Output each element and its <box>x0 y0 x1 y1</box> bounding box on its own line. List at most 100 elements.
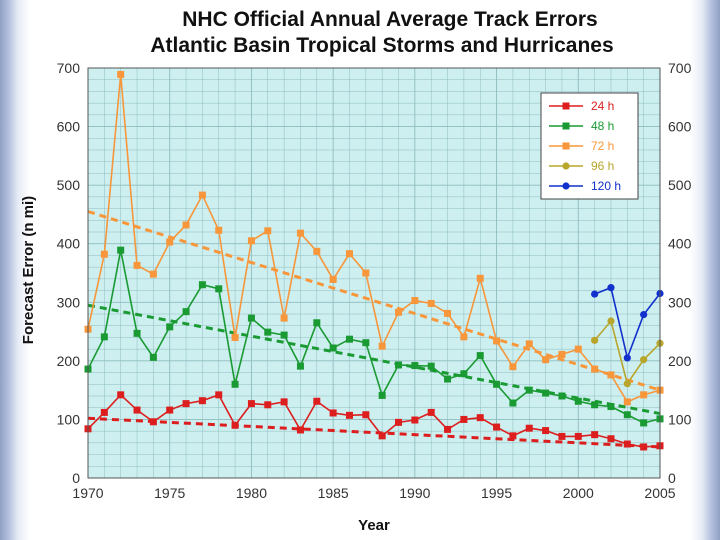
data-point <box>525 340 533 348</box>
data-point <box>607 403 615 411</box>
x-tick-label: 1985 <box>318 485 349 501</box>
data-point <box>591 431 599 439</box>
x-tick-label: 2005 <box>644 485 675 501</box>
data-point <box>558 392 566 400</box>
trendline <box>87 210 661 392</box>
data-point <box>329 409 337 417</box>
data-point <box>264 328 272 336</box>
data-point <box>198 397 206 405</box>
data-point <box>558 432 566 440</box>
data-point <box>607 284 615 292</box>
data-point <box>591 290 599 298</box>
data-point <box>231 333 239 341</box>
data-point <box>493 337 501 345</box>
data-point <box>117 70 125 78</box>
data-point <box>329 275 337 283</box>
data-point <box>149 418 157 426</box>
data-point <box>149 353 157 361</box>
data-point <box>542 356 550 364</box>
y-tick-label-left: 0 <box>72 470 80 486</box>
data-point <box>378 342 386 350</box>
legend: 24 h 48 h 72 h 96 h 120 h <box>540 92 639 200</box>
series-group <box>84 70 664 406</box>
data-point <box>182 308 190 316</box>
data-point <box>444 425 452 433</box>
y-tick-label-left: 200 <box>57 353 81 369</box>
data-point <box>100 250 108 258</box>
legend-marker <box>562 182 570 190</box>
data-point <box>198 281 206 289</box>
data-point <box>525 386 533 394</box>
data-point <box>215 285 223 293</box>
data-point <box>247 314 255 322</box>
chart-title: NHC Official Annual Average Track Errors <box>182 8 597 31</box>
legend-label: 72 h <box>591 139 614 153</box>
data-point <box>133 329 141 337</box>
data-point <box>182 400 190 408</box>
axis-ticks: 0 0 100 100 200 200 300 300 400 400 500 500 600 600 70… <box>57 60 692 501</box>
legend-item: 96 h <box>549 159 614 173</box>
data-point <box>574 345 582 353</box>
y-tick-label-left: 100 <box>57 411 81 427</box>
y-tick-label-right: 700 <box>668 60 692 76</box>
y-tick-label-left: 500 <box>57 177 81 193</box>
data-point <box>476 274 484 282</box>
y-tick-label-left: 700 <box>57 60 81 76</box>
data-point <box>296 229 304 237</box>
data-point <box>493 423 501 431</box>
data-point <box>280 314 288 322</box>
data-point <box>362 269 370 277</box>
data-point <box>329 344 337 352</box>
data-point <box>640 391 648 399</box>
data-point <box>427 362 435 370</box>
legend-label: 96 h <box>591 159 614 173</box>
y-tick-label-right: 600 <box>668 119 692 135</box>
data-point <box>182 221 190 229</box>
data-point <box>509 432 517 440</box>
legend-marker <box>562 102 570 110</box>
data-point <box>280 331 288 339</box>
y-tick-label-left: 300 <box>57 294 81 310</box>
data-point <box>444 375 452 383</box>
y-tick-label-left: 400 <box>57 236 81 252</box>
data-point <box>444 309 452 317</box>
data-point <box>411 362 419 370</box>
data-point <box>591 336 599 344</box>
data-point <box>591 365 599 373</box>
legend-item: 48 h <box>549 119 614 133</box>
x-tick-label: 1990 <box>399 485 430 501</box>
data-point <box>623 440 631 448</box>
data-point <box>280 398 288 406</box>
data-point <box>427 299 435 307</box>
legend-item: 72 h <box>549 139 614 153</box>
data-point <box>166 323 174 331</box>
data-point <box>345 250 353 258</box>
data-point <box>460 370 468 378</box>
data-point <box>460 333 468 341</box>
data-point <box>640 310 648 319</box>
legend-marker <box>562 142 570 150</box>
data-point <box>411 297 419 305</box>
data-point <box>623 398 631 406</box>
x-tick-label: 1995 <box>481 485 512 501</box>
data-point <box>133 406 141 414</box>
legend-label: 120 h <box>591 179 621 193</box>
x-tick-label: 1970 <box>72 485 103 501</box>
x-tick-label: 2000 <box>563 485 594 501</box>
data-point <box>362 339 370 347</box>
data-point <box>607 435 615 443</box>
data-point <box>509 363 517 371</box>
y-tick-label-left: 600 <box>57 119 81 135</box>
data-point <box>623 354 631 362</box>
data-point <box>623 411 631 419</box>
legend-marker <box>562 122 570 130</box>
data-point <box>574 397 582 405</box>
data-point <box>607 317 615 325</box>
data-point <box>411 416 419 424</box>
y-axis-title: Forecast Error (n mi) <box>20 196 37 344</box>
legend-label: 48 h <box>591 119 614 133</box>
chart-subtitle: Atlantic Basin Tropical Storms and Hurri… <box>150 34 613 57</box>
data-point <box>395 361 403 369</box>
legend-label: 24 h <box>591 99 614 113</box>
data-point <box>362 411 370 419</box>
